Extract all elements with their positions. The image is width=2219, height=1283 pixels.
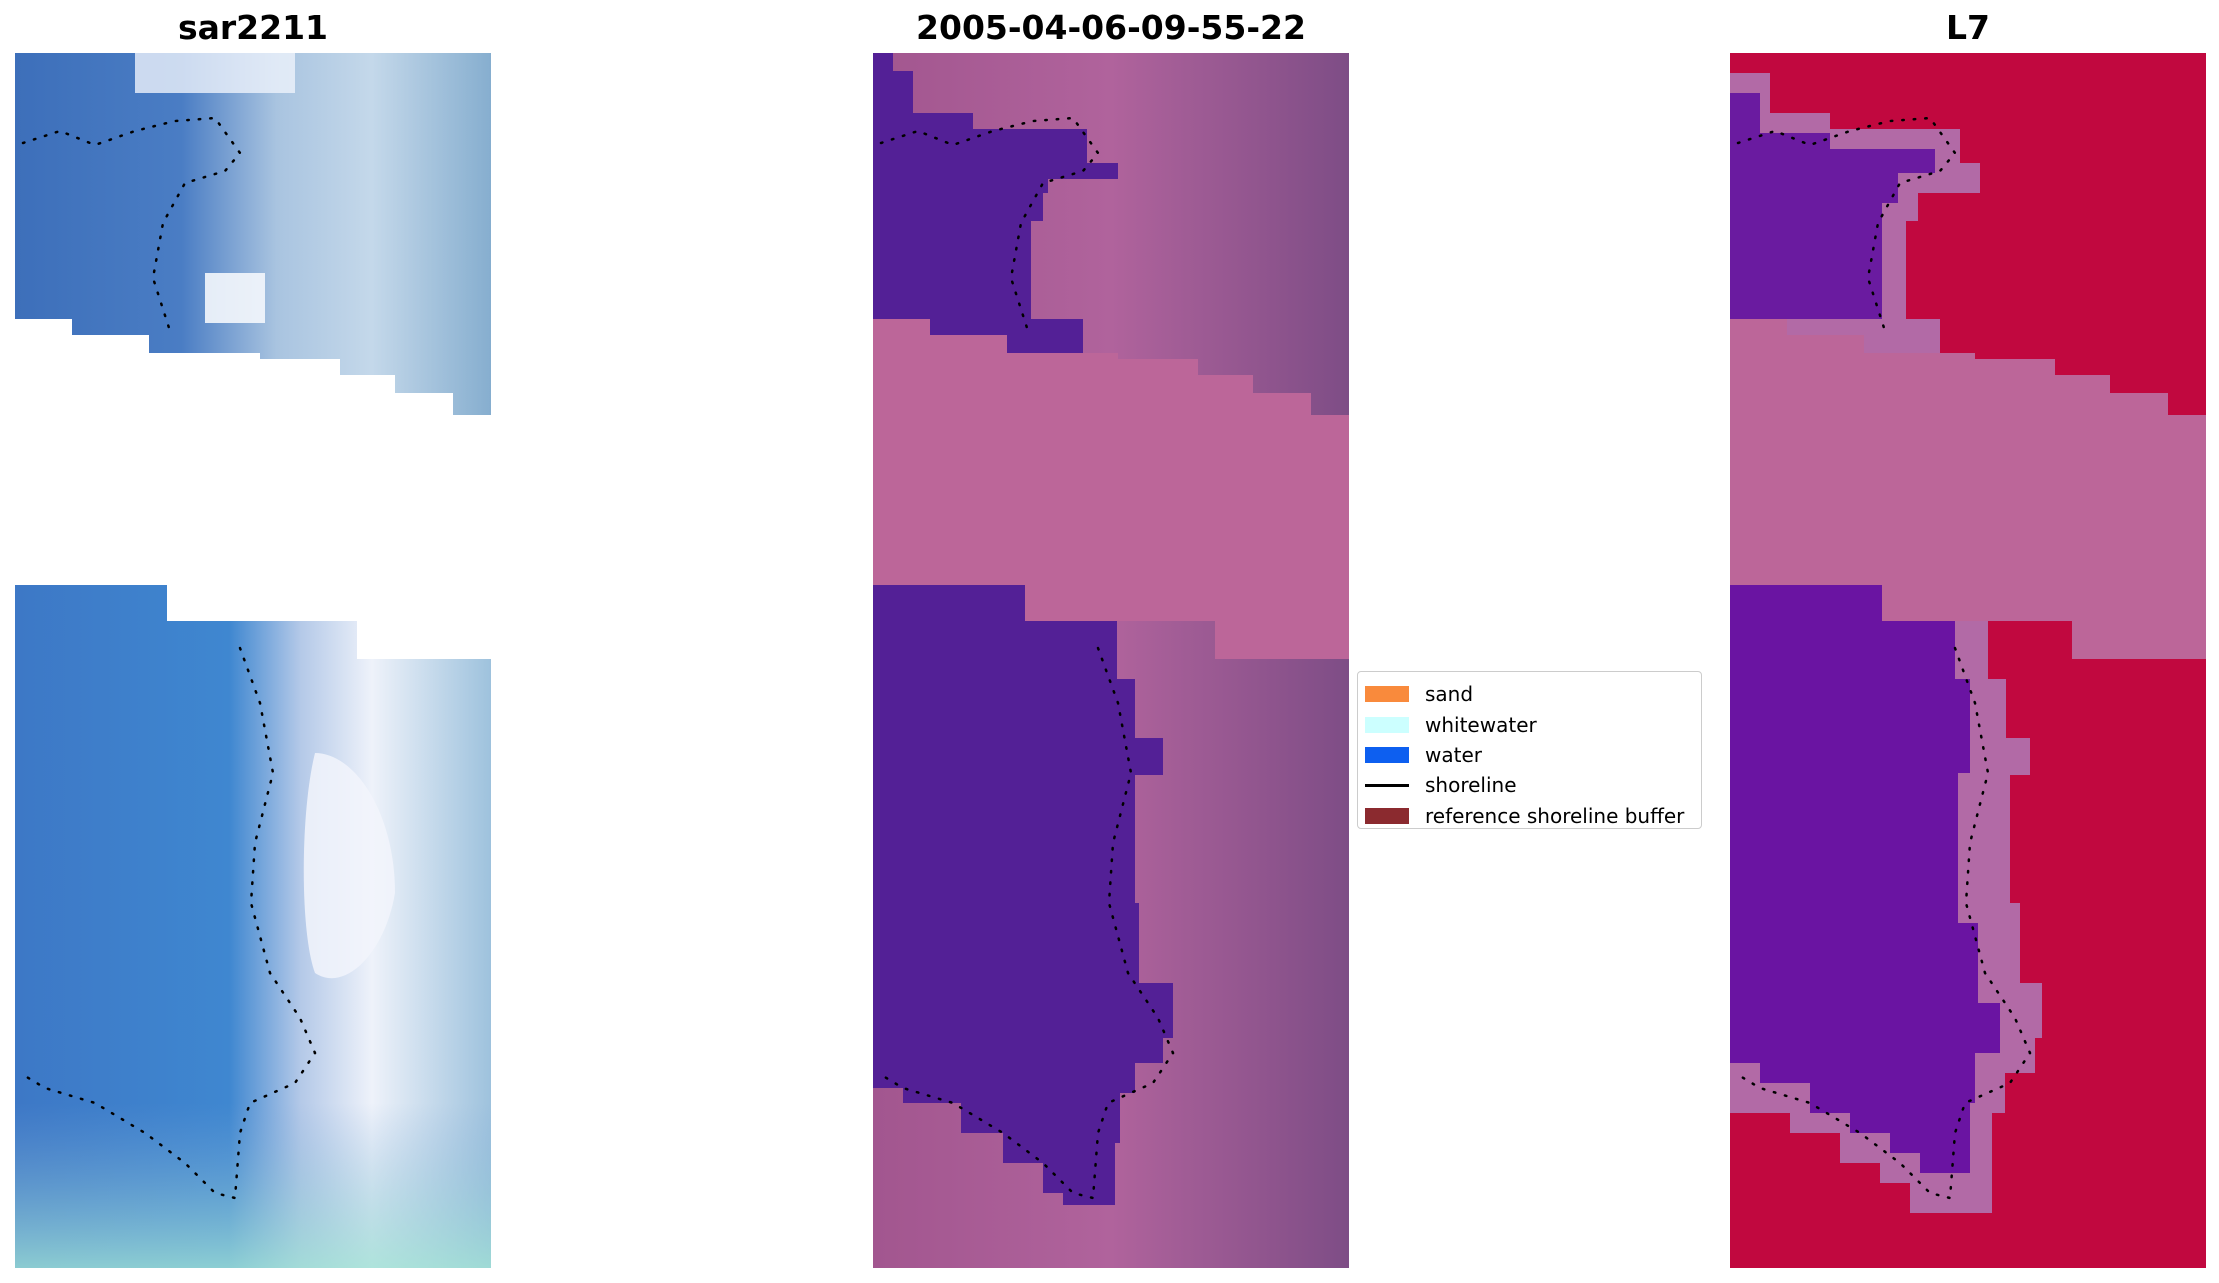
- sand-swatch: [1365, 686, 1409, 703]
- legend-item-whitewater: whitewater: [1358, 709, 1701, 739]
- legend: sand whitewater water shoreline referenc…: [1357, 671, 1702, 829]
- rgb-image: [15, 53, 491, 1268]
- legend-label-whitewater: whitewater: [1425, 712, 1537, 737]
- legend-label-sand: sand: [1425, 682, 1474, 707]
- classification-panel: [873, 53, 1349, 1268]
- water-swatch: [1365, 746, 1409, 763]
- index-panel: [1730, 53, 2206, 1268]
- legend-label-water: water: [1425, 742, 1482, 767]
- legend-label-reference-buffer: reference shoreline buffer: [1425, 803, 1685, 828]
- index-image: [1730, 53, 2206, 1268]
- legend-item-water: water: [1358, 740, 1701, 770]
- legend-label-shoreline: shoreline: [1425, 773, 1517, 798]
- shoreline-line-marker: [1365, 783, 1409, 787]
- whitewater-swatch: [1365, 716, 1409, 733]
- panel-title-date: 2005-04-06-09-55-22: [916, 8, 1306, 47]
- reference-buffer-swatch: [1365, 807, 1409, 824]
- classification-image: [873, 53, 1349, 1268]
- panel-title-index: L7: [1946, 8, 1990, 47]
- legend-item-shoreline: shoreline: [1358, 770, 1701, 800]
- legend-item-reference-buffer: reference shoreline buffer: [1358, 801, 1701, 831]
- legend-item-sand: sand: [1358, 679, 1701, 709]
- panel-title-rgb: sar2211: [177, 8, 329, 47]
- rgb-image-panel: [15, 53, 491, 1268]
